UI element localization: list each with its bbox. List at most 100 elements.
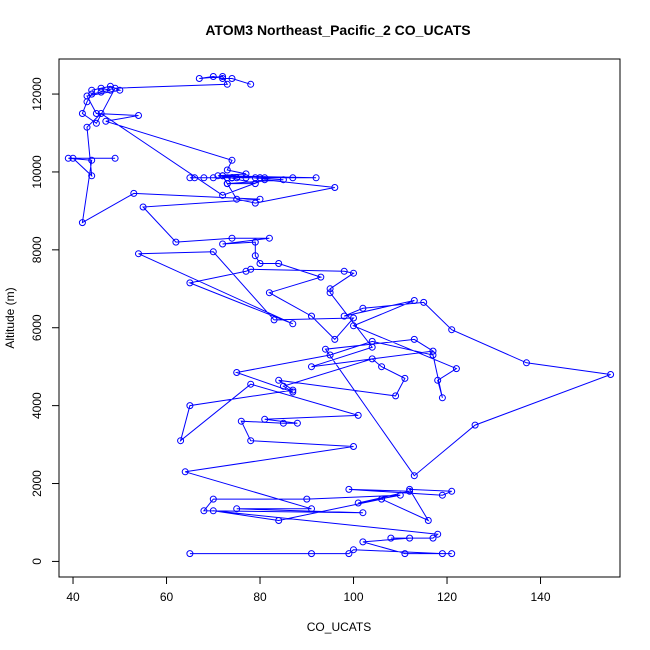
data-point [219, 191, 227, 199]
data-point [359, 509, 367, 517]
series-line [68, 75, 611, 555]
data-point [200, 507, 208, 515]
data-point [251, 174, 259, 182]
x-tick-label: 80 [253, 590, 267, 604]
data-point [219, 240, 227, 248]
data-point [448, 550, 456, 558]
data-point [228, 156, 236, 164]
data-point [88, 156, 96, 164]
data-point [247, 380, 255, 388]
data-point [88, 172, 96, 180]
data-point [279, 176, 287, 184]
data-point [326, 285, 334, 293]
data-point [308, 363, 315, 371]
data-point [102, 117, 110, 125]
data-point [92, 110, 100, 117]
data-point [223, 174, 231, 182]
data-point [186, 550, 194, 558]
data-point [256, 195, 264, 203]
data-point [135, 112, 142, 119]
data-point [308, 312, 315, 320]
data-point [228, 174, 236, 182]
data-point [345, 550, 353, 558]
data-point [359, 304, 367, 312]
data-point [429, 534, 437, 542]
y-axis: 0 2000 4000 6000 8000 10000 12000 [30, 77, 59, 565]
data-point [410, 297, 418, 304]
data-point [130, 189, 138, 197]
data-point [247, 437, 255, 445]
data-point [88, 90, 96, 98]
data-point [448, 326, 456, 334]
data-point [350, 322, 357, 330]
data-point [434, 530, 442, 538]
data-point [471, 421, 479, 429]
data-point [345, 485, 353, 493]
data-point [261, 176, 269, 184]
data-point [251, 252, 259, 260]
data-point [401, 374, 409, 382]
y-tick-label: 0 [30, 558, 44, 565]
data-point [340, 267, 348, 275]
data-point [406, 485, 414, 493]
data-point [429, 351, 437, 359]
data-point [438, 491, 446, 499]
data-point [293, 419, 301, 427]
data-point [223, 80, 231, 88]
y-tick-label: 12000 [30, 77, 44, 111]
data-point [523, 359, 530, 367]
data-point [97, 88, 105, 96]
data-point [387, 534, 395, 542]
data-point [97, 84, 105, 92]
data-point [401, 550, 409, 558]
data-point [275, 376, 283, 384]
data-point [331, 335, 339, 343]
data-point [607, 371, 615, 378]
data-point [326, 289, 334, 297]
data-point [275, 517, 283, 524]
data-point [223, 166, 231, 174]
data-point [69, 154, 77, 162]
data-point [88, 86, 96, 94]
data-point [106, 86, 114, 94]
data-point [429, 347, 437, 355]
data-point [396, 491, 404, 499]
data-point [289, 320, 297, 328]
data-point [78, 219, 86, 227]
data-point [233, 174, 241, 182]
data-point [350, 269, 357, 277]
x-axis-label: CO_UCATS [307, 620, 371, 634]
data-point [359, 538, 367, 546]
data-point [78, 110, 86, 117]
x-tick-label: 60 [160, 590, 174, 604]
data-point [350, 443, 357, 450]
data-point [219, 172, 227, 180]
data-point [317, 273, 325, 281]
series-co-ucats [64, 73, 615, 558]
data-point [303, 495, 311, 503]
data-point [410, 335, 418, 343]
data-point [406, 487, 414, 495]
data-point [322, 345, 329, 353]
data-point [452, 365, 460, 373]
data-point [209, 73, 217, 80]
data-point [438, 394, 446, 402]
y-axis-label: Altitude (m) [3, 287, 17, 348]
data-point [191, 174, 199, 182]
data-point [251, 238, 259, 246]
data-point [434, 376, 442, 384]
data-point [242, 174, 250, 182]
data-point [200, 174, 208, 182]
data-point [195, 75, 203, 82]
data-point [368, 355, 376, 363]
data-point [289, 386, 297, 394]
data-point [233, 505, 241, 513]
data-point [368, 343, 376, 351]
data-point [116, 86, 124, 94]
plot-area [58, 58, 621, 578]
data-point [172, 238, 180, 246]
data-point [233, 369, 241, 376]
data-point [228, 234, 236, 242]
data-point [83, 98, 91, 106]
data-point [83, 123, 91, 131]
